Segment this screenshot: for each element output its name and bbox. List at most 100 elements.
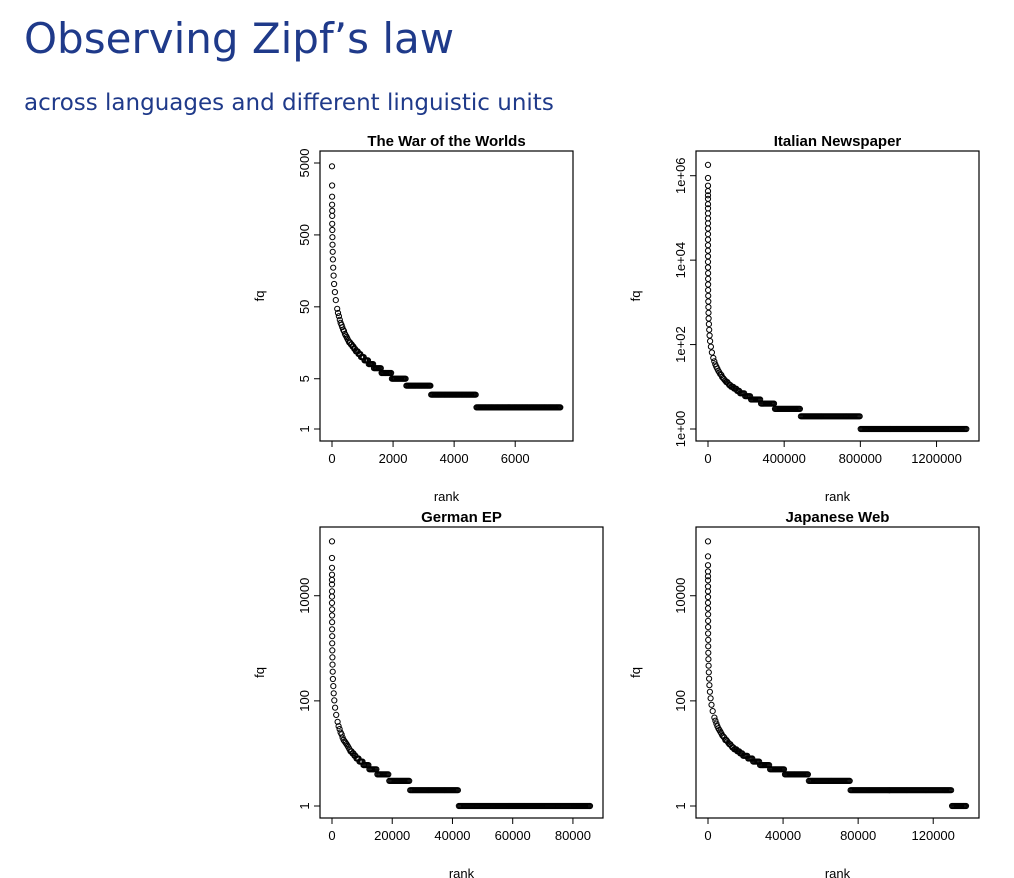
chart-panel-1: The War of the Worlds 0 2000 4000 6000 1 5 50 50… xyxy=(252,133,574,504)
data-point xyxy=(705,292,712,299)
y-axis-label: fq xyxy=(252,667,267,678)
chart-panel-4: Japanese Web 0 40000 80000 120000 1 100 10000 ra… xyxy=(628,509,980,878)
y-axis-label: fq xyxy=(252,291,267,302)
data-point xyxy=(402,375,409,382)
data-point xyxy=(331,697,338,704)
data-point xyxy=(707,695,714,702)
data-point xyxy=(708,701,715,708)
x-tick-label: 1200000 xyxy=(911,451,962,466)
chart-panel-2: Italian Newspaper 0 400000 800000 1200000 1e+… xyxy=(628,133,980,504)
data-point xyxy=(329,220,336,227)
data-point xyxy=(330,272,337,279)
y-tick-label: 1 xyxy=(297,802,312,809)
chart-title: German EP xyxy=(421,509,502,526)
data-point xyxy=(338,731,345,738)
x-tick-label: 6000 xyxy=(501,451,530,466)
data-point xyxy=(329,207,336,214)
slide-subtitle: across languages and different linguisti… xyxy=(24,90,554,116)
y-tick-label: 100 xyxy=(297,690,312,712)
data-point xyxy=(704,577,712,584)
data-point xyxy=(705,275,712,282)
data-point xyxy=(704,236,712,243)
data-point xyxy=(705,287,712,294)
data-point xyxy=(705,649,712,656)
data-point xyxy=(846,777,853,785)
x-tick-label: 0 xyxy=(704,828,711,843)
data-point xyxy=(704,210,712,217)
data-point xyxy=(329,640,336,647)
data-point xyxy=(329,654,336,661)
plot-frame xyxy=(695,150,980,442)
data-point xyxy=(330,683,337,690)
slide-title: Observing Zipf’s law xyxy=(24,14,455,63)
data-point xyxy=(385,771,392,778)
data-point xyxy=(706,326,713,333)
data-point xyxy=(328,588,336,595)
data-point xyxy=(704,258,712,265)
x-axis-label: rank xyxy=(825,489,851,504)
data-point xyxy=(705,662,712,669)
data-point xyxy=(706,682,713,689)
data-point xyxy=(704,599,712,606)
data-point xyxy=(328,163,336,170)
data-point xyxy=(454,787,461,794)
data-point xyxy=(427,382,434,389)
plot-frame xyxy=(695,526,980,819)
data-point xyxy=(704,188,712,195)
data-point xyxy=(329,256,336,263)
data-point xyxy=(704,573,712,580)
data-points xyxy=(704,161,970,433)
data-point xyxy=(334,718,341,725)
x-tick-label: 2000 xyxy=(379,451,408,466)
data-point xyxy=(586,802,594,810)
data-point xyxy=(332,704,339,711)
y-tick-label: 1e+06 xyxy=(673,157,688,194)
data-point xyxy=(328,599,336,607)
y-tick-label: 10000 xyxy=(297,578,312,614)
y-tick-label: 500 xyxy=(297,224,312,246)
data-point xyxy=(335,313,342,320)
data-point xyxy=(328,538,336,545)
data-point xyxy=(704,182,712,189)
data-point xyxy=(704,242,712,249)
data-point xyxy=(329,212,336,219)
data-point xyxy=(704,174,712,182)
data-point xyxy=(704,225,712,232)
data-point xyxy=(705,611,712,618)
data-point xyxy=(706,675,713,682)
data-point xyxy=(329,668,336,675)
chart-title: The War of the Worlds xyxy=(367,133,525,150)
data-point xyxy=(796,405,804,412)
data-point xyxy=(704,553,712,560)
data-point xyxy=(329,201,336,208)
y-tick-label: 1e+04 xyxy=(673,242,688,279)
data-point xyxy=(334,305,341,312)
data-point xyxy=(406,777,413,785)
x-tick-label: 40000 xyxy=(434,828,470,843)
data-point xyxy=(710,354,717,362)
x-tick-label: 40000 xyxy=(765,828,801,843)
data-point xyxy=(329,626,336,633)
data-point xyxy=(709,708,716,715)
y-tick-label: 1 xyxy=(673,802,688,809)
y-tick-label: 5 xyxy=(297,375,312,382)
data-point xyxy=(706,332,713,339)
data-point xyxy=(329,647,336,654)
data-point xyxy=(704,264,712,271)
data-point xyxy=(705,315,712,322)
data-point xyxy=(856,413,863,420)
data-point xyxy=(963,425,970,433)
x-tick-label: 0 xyxy=(328,451,335,466)
data-point xyxy=(705,617,712,625)
chart-title: Japanese Web xyxy=(786,509,890,526)
x-tick-label: 0 xyxy=(328,828,335,843)
x-tick-label: 80000 xyxy=(555,828,591,843)
x-tick-label: 0 xyxy=(704,451,711,466)
x-tick-label: 20000 xyxy=(374,828,410,843)
data-point xyxy=(711,358,718,365)
data-point xyxy=(332,297,339,304)
data-point xyxy=(329,193,336,200)
data-point xyxy=(704,593,712,601)
data-point xyxy=(704,161,712,168)
x-tick-label: 80000 xyxy=(840,828,876,843)
